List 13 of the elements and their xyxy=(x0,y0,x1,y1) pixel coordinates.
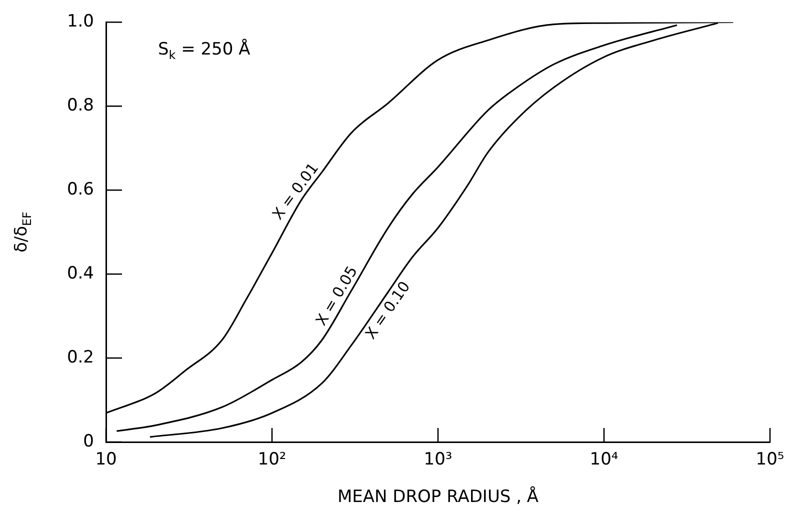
x-tick-label: 10 xyxy=(95,450,117,470)
x-tick-label: 10⁴ xyxy=(590,450,618,470)
x-tick-label: 10⁵ xyxy=(756,450,784,470)
x-tick-label: 10³ xyxy=(424,450,452,470)
y-tick-label: 0.8 xyxy=(66,96,94,116)
y-axis-title: δ/δEF xyxy=(11,212,34,253)
y-tick-label: 0.6 xyxy=(66,180,94,200)
x-tick-label: 10² xyxy=(258,450,286,470)
y-tick-label: 0.4 xyxy=(66,264,94,284)
y-tick-label: 1.0 xyxy=(66,12,94,32)
y-tick-label: 0 xyxy=(83,431,94,452)
x-axis-title: MEAN DROP RADIUS , Å xyxy=(337,486,539,508)
y-tick-label: 0.2 xyxy=(66,347,94,368)
